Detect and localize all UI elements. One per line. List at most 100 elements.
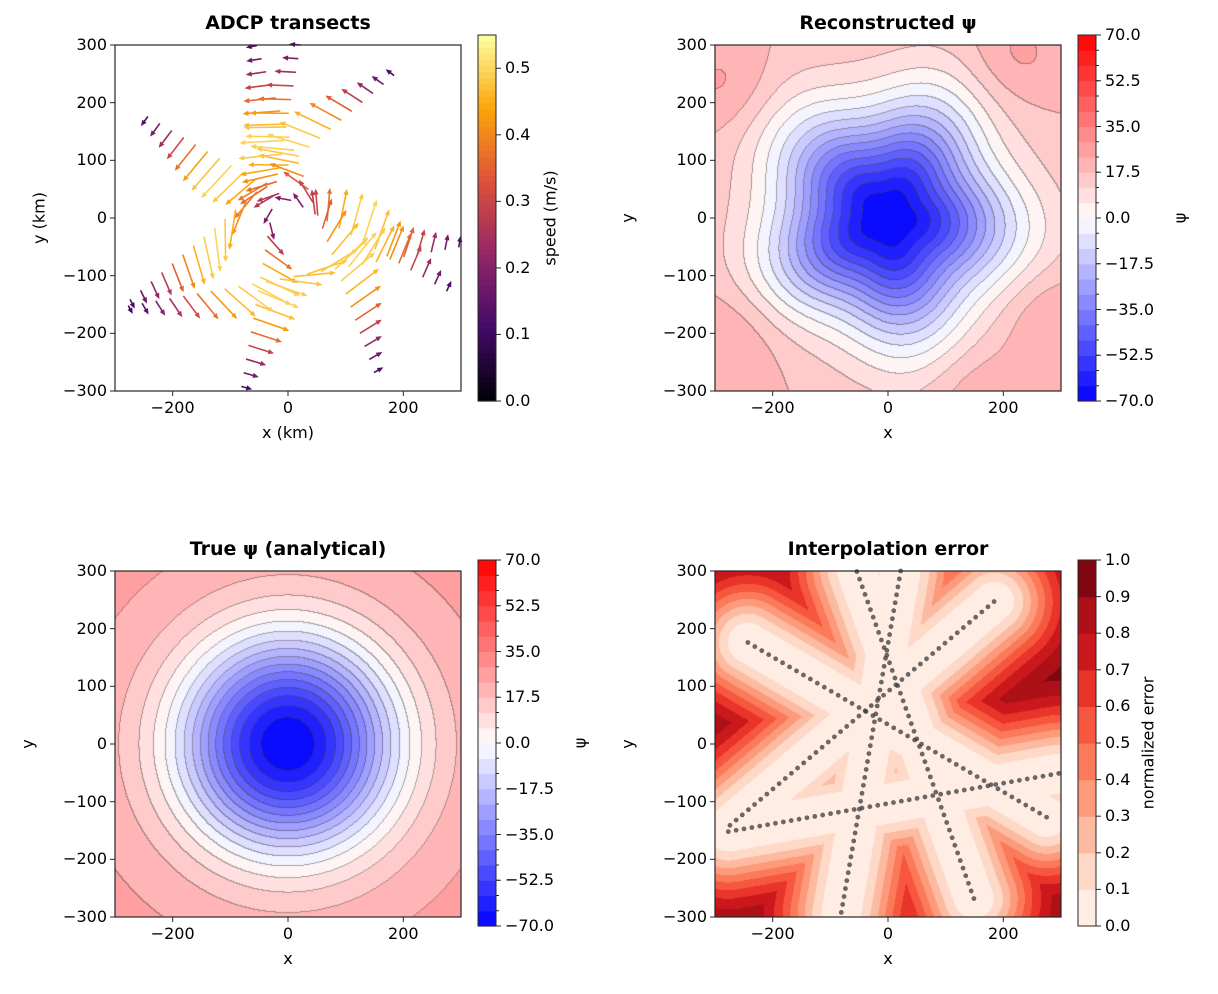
colorbar-segment [478,358,496,365]
sample-point [1044,814,1049,820]
velocity-arrow [260,148,300,157]
colorbar-segment [478,865,496,881]
sample-point [930,793,936,798]
colorbar-tick-label: 0.7 [1105,659,1131,679]
sample-point [862,708,868,714]
arrow-head [212,313,219,320]
sample-point [854,822,859,828]
colorbar-segment [478,193,496,201]
colorbar-tick-label: −70.0 [1105,391,1155,410]
sample-point [884,647,890,653]
colorbar-segment [478,560,496,576]
velocity-arrow [232,200,247,232]
sample-point [842,696,848,702]
sample-point [874,703,880,709]
sample-point [858,798,864,804]
colorbar-segment [478,102,496,109]
velocity-arrow [182,295,199,316]
arrow-head [309,102,316,109]
sample-point [966,880,971,886]
y-tick-label: 100 [676,676,707,696]
velocity-arrow [256,194,275,207]
sample-point [930,782,936,787]
velocity-arrow [362,203,377,243]
sample-point [991,599,997,604]
sample-point [930,651,936,656]
sample-point [807,755,813,761]
arrow-head [301,291,308,297]
velocity-arrow [278,70,296,74]
sample-point [851,807,857,812]
colorbar-segment [1078,706,1096,744]
colorbar-segment [478,205,496,213]
velocity-arrow [297,112,332,130]
sample-point [856,705,862,710]
velocity-arrow [430,235,436,253]
colorbar-segment [1078,80,1096,97]
y-tick-label: −100 [63,265,107,285]
velocity-arrow [331,225,357,256]
chart-title: True ψ (analytical) [189,538,387,560]
colorbar-segment [478,266,496,274]
colorbar-segment [478,788,496,805]
colorbar-segment [478,260,496,268]
axes-frame [714,44,1062,392]
velocity-arrow [286,57,299,60]
velocity-arrow [359,84,374,95]
velocity-arrow [338,192,348,229]
colorbar-segment [478,910,496,927]
y-tick-label: −200 [63,849,107,869]
sample-point [807,676,813,682]
x-axis-label: x [283,949,293,968]
sample-point [727,822,733,828]
arrow-head [127,307,133,314]
colorbar-segment [478,575,496,592]
velocity-arrow [306,260,345,275]
sample-point [868,703,874,709]
sample-point [795,765,800,771]
arrow-head [243,98,250,104]
sample-point [796,816,802,822]
colorbar-segment [478,248,496,256]
arrow-head [166,153,173,160]
sample-point [746,807,751,813]
colorbar-segment [1078,202,1096,219]
sample-point [855,814,861,820]
arrow-head [154,292,160,300]
velocity-arrow [242,153,282,159]
velocity-arrow [315,192,319,216]
sample-point [957,858,963,863]
sample-point [828,811,833,817]
sample-point [847,862,852,868]
arrow-head [191,184,198,191]
arrow-head [341,209,347,217]
arrow-head [249,310,256,317]
colorbar-segment [1078,669,1096,707]
x-tick-label: −200 [750,924,795,943]
colorbar-segment [478,47,496,54]
x-tick-label: 0 [882,924,894,943]
arrow-head [379,227,386,234]
sample-point [946,757,952,763]
colorbar-segment [1078,218,1096,234]
colorbar-segment [1078,172,1096,189]
velocity-arrow [245,173,279,183]
colorbar-tick-label: 0.2 [1105,842,1131,862]
y-tick-label: −200 [63,323,107,343]
colorbar-segment [1078,50,1096,67]
sample-point [782,776,788,781]
colorbar-segment [478,169,496,176]
colorbar-segment [478,315,496,323]
velocity-arrow [210,290,236,317]
sample-point [888,624,894,629]
colorbar-segment [478,340,496,347]
sample-point [891,725,897,731]
velocity-arrow [213,227,221,269]
sample-point [848,854,854,860]
arrow-head [227,243,233,250]
sample-point [849,701,855,706]
sample-point [911,728,917,734]
arrow-head [129,302,135,309]
y-tick-label: −100 [663,265,707,285]
sample-point [1037,810,1043,816]
